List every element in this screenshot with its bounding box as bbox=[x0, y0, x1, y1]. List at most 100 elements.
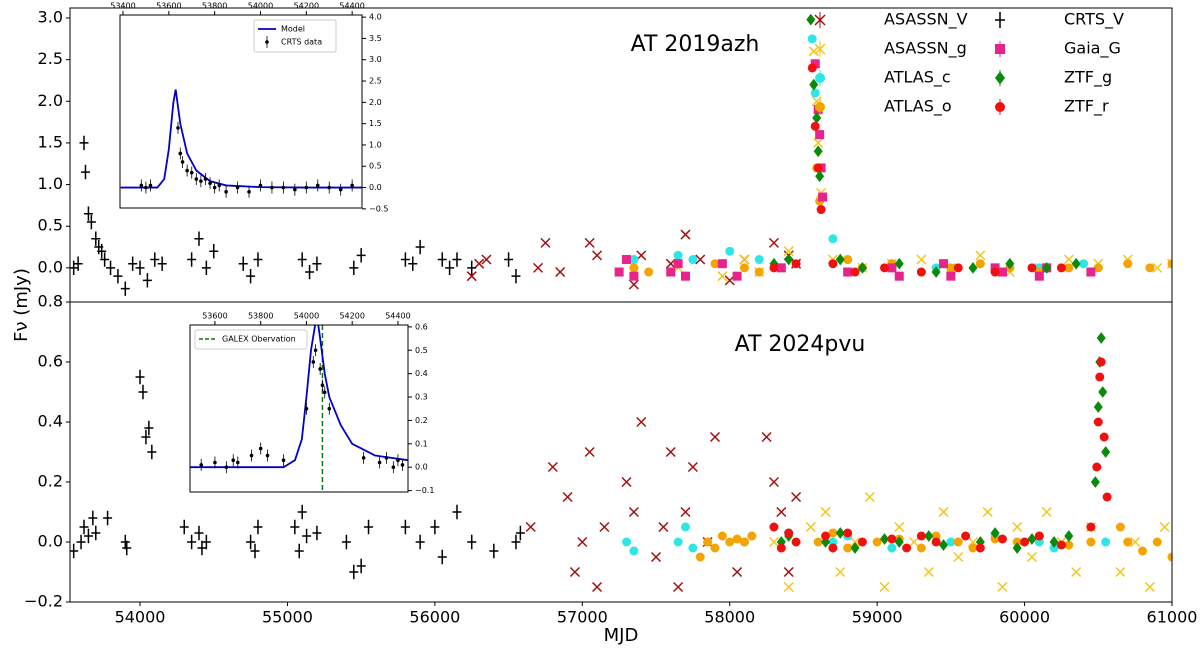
marker bbox=[1064, 263, 1074, 273]
marker bbox=[1041, 506, 1052, 518]
marker bbox=[747, 531, 757, 541]
marker bbox=[982, 506, 993, 518]
marker bbox=[540, 237, 551, 248]
marker bbox=[810, 59, 820, 69]
marker bbox=[157, 256, 167, 271]
marker bbox=[791, 259, 801, 269]
marker bbox=[813, 137, 824, 148]
marker bbox=[815, 73, 825, 83]
marker bbox=[599, 521, 610, 533]
marker bbox=[739, 254, 750, 265]
marker bbox=[783, 566, 794, 578]
marker bbox=[290, 519, 300, 535]
marker bbox=[636, 416, 647, 428]
marker bbox=[1063, 254, 1074, 265]
y-tick-label: 3.0 bbox=[369, 55, 382, 64]
marker bbox=[305, 264, 315, 280]
marker bbox=[828, 259, 838, 269]
marker bbox=[592, 250, 603, 261]
marker bbox=[857, 262, 867, 274]
marker bbox=[953, 551, 964, 563]
marker bbox=[1093, 401, 1103, 413]
marker bbox=[703, 537, 713, 547]
marker bbox=[1123, 259, 1133, 269]
marker bbox=[680, 506, 691, 518]
marker bbox=[302, 528, 312, 544]
marker bbox=[843, 255, 853, 265]
marker bbox=[916, 254, 927, 265]
annotation: AT 2024pvu bbox=[735, 332, 866, 357]
marker bbox=[474, 258, 485, 269]
marker bbox=[629, 255, 639, 265]
x-tick-label: 53800 bbox=[248, 312, 273, 321]
x-tick-label: 54000 bbox=[294, 312, 319, 321]
marker bbox=[481, 254, 492, 265]
marker bbox=[808, 46, 819, 57]
marker bbox=[1071, 566, 1082, 578]
y-tick-label: 1.5 bbox=[369, 119, 382, 128]
marker bbox=[294, 543, 304, 559]
marker bbox=[923, 566, 934, 578]
marker bbox=[297, 252, 307, 267]
marker bbox=[88, 510, 98, 526]
marker bbox=[249, 453, 254, 458]
marker bbox=[504, 252, 514, 267]
marker bbox=[208, 181, 212, 186]
marker bbox=[1093, 263, 1103, 273]
marker bbox=[887, 534, 897, 544]
marker bbox=[213, 460, 217, 465]
marker bbox=[968, 262, 978, 274]
marker bbox=[1130, 536, 1141, 548]
marker bbox=[666, 267, 676, 277]
marker bbox=[312, 525, 322, 541]
marker bbox=[437, 252, 447, 267]
marker bbox=[931, 537, 941, 547]
marker bbox=[1064, 530, 1074, 542]
x-tick-label: 54200 bbox=[339, 312, 364, 321]
marker bbox=[247, 190, 251, 194]
marker bbox=[209, 243, 219, 259]
marker bbox=[281, 458, 286, 462]
y-tick-label: 1.0 bbox=[369, 140, 382, 149]
marker bbox=[1144, 581, 1155, 593]
marker bbox=[887, 263, 897, 273]
marker bbox=[312, 256, 322, 271]
marker bbox=[122, 540, 132, 556]
marker bbox=[879, 581, 890, 593]
marker bbox=[201, 534, 211, 550]
marker bbox=[178, 151, 183, 156]
marker bbox=[1115, 566, 1126, 578]
marker bbox=[139, 183, 144, 188]
marker bbox=[814, 43, 826, 55]
marker bbox=[805, 521, 816, 533]
y-tick-label: 4.0 bbox=[369, 13, 382, 22]
marker bbox=[258, 446, 263, 451]
marker bbox=[1096, 357, 1106, 367]
model-line bbox=[190, 325, 408, 469]
marker bbox=[953, 263, 963, 273]
marker bbox=[810, 88, 820, 98]
legend-label: Gaia_G bbox=[1064, 39, 1121, 59]
marker bbox=[327, 185, 332, 190]
x-tick-label: 61000 bbox=[1147, 608, 1198, 627]
marker bbox=[783, 581, 794, 593]
marker bbox=[806, 13, 816, 26]
marker bbox=[83, 206, 93, 221]
marker bbox=[391, 465, 396, 470]
marker bbox=[688, 255, 698, 265]
marker bbox=[990, 527, 1000, 539]
marker bbox=[318, 367, 322, 371]
marker bbox=[452, 504, 462, 520]
marker bbox=[1027, 533, 1037, 545]
marker bbox=[1096, 332, 1106, 344]
marker bbox=[350, 183, 354, 188]
y-tick-label: 0.0 bbox=[369, 183, 382, 192]
x-tick-label: 54000 bbox=[115, 608, 166, 627]
marker bbox=[975, 250, 986, 261]
marker bbox=[818, 192, 828, 202]
marker bbox=[902, 543, 912, 553]
marker bbox=[1101, 446, 1111, 458]
marker bbox=[791, 491, 802, 503]
marker bbox=[185, 168, 189, 173]
marker bbox=[673, 581, 684, 593]
